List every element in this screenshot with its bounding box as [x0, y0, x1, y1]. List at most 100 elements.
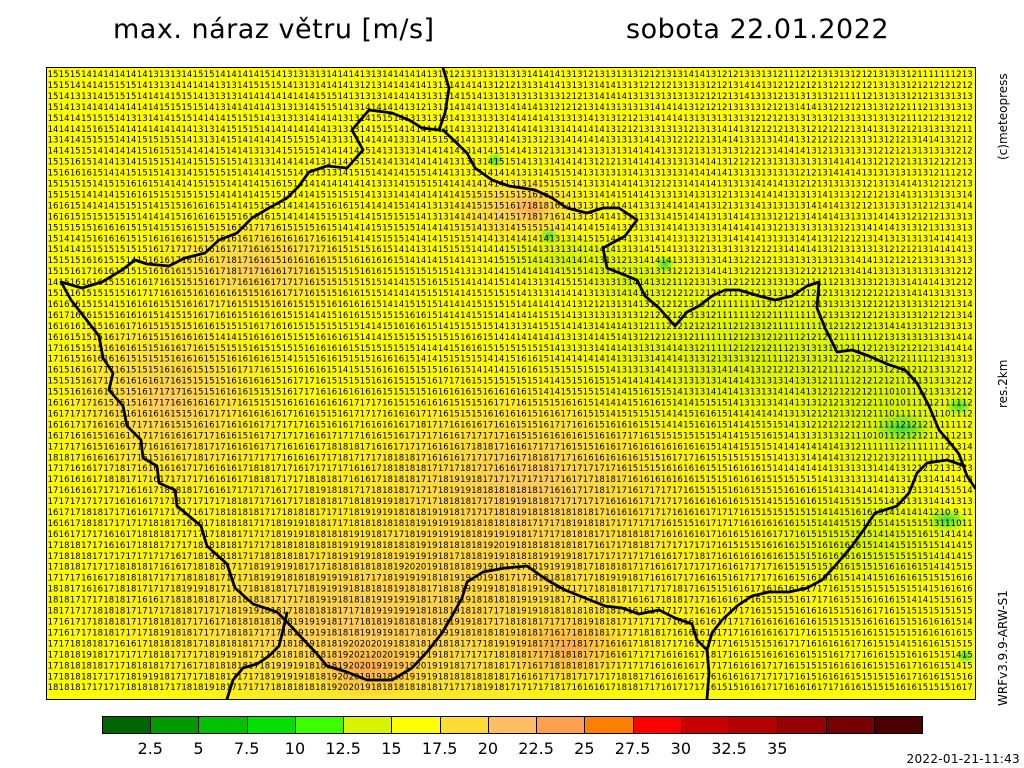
grid-value: 20 — [349, 661, 360, 671]
grid-value: 18 — [494, 497, 505, 507]
grid-value: 14 — [940, 530, 951, 540]
grid-value: 13 — [806, 344, 817, 354]
grid-value: 15 — [92, 136, 103, 146]
grid-value: 15 — [873, 585, 884, 595]
grid-value: 17 — [538, 639, 549, 649]
grid-value: 15 — [81, 344, 92, 354]
grid-value: 17 — [170, 661, 181, 671]
grid-value: 14 — [304, 212, 315, 222]
grid-value: 15 — [237, 114, 248, 124]
grid-value: 14 — [862, 256, 873, 266]
grid-value: 16 — [193, 311, 204, 321]
grid-value: 16 — [471, 420, 482, 430]
grid-value: 14 — [594, 344, 605, 354]
grid-value: 16 — [505, 442, 516, 452]
grid-value: 15 — [850, 530, 861, 540]
grid-value: 17 — [371, 453, 382, 463]
grid-value: 15 — [315, 300, 326, 310]
grid-value: 18 — [616, 672, 627, 682]
grid-value: 18 — [170, 639, 181, 649]
grid-value: 15 — [237, 344, 248, 354]
grid-value: 13 — [527, 147, 538, 157]
grid-value: 14 — [204, 147, 215, 157]
grid-value: 12 — [728, 344, 739, 354]
grid-value: 17 — [282, 475, 293, 485]
grid-value: 16 — [315, 355, 326, 365]
grid-value: 16 — [81, 256, 92, 266]
grid-value: 13 — [839, 245, 850, 255]
grid-value: 17 — [48, 497, 59, 507]
grid-value: 12 — [817, 366, 828, 376]
grid-value: 15 — [471, 388, 482, 398]
grid-value: 16 — [70, 311, 81, 321]
grid-value: 16 — [850, 552, 861, 562]
grid-value: 14 — [404, 234, 415, 244]
grid-value: 12 — [560, 92, 571, 102]
grid-value: 14 — [438, 180, 449, 190]
grid-value: 19 — [427, 552, 438, 562]
grid-value: 17 — [81, 409, 92, 419]
grid-value: 17 — [427, 431, 438, 441]
grid-value: 13 — [337, 114, 348, 124]
grid-value: 17 — [627, 431, 638, 441]
grid-value: 15 — [271, 212, 282, 222]
grid-value: 13 — [940, 125, 951, 135]
grid-value: 17 — [427, 475, 438, 485]
grid-value: 17 — [404, 486, 415, 496]
grid-value: 17 — [48, 541, 59, 551]
grid-value: 17 — [750, 585, 761, 595]
grid-value: 19 — [349, 530, 360, 540]
grid-value: 13 — [672, 377, 683, 387]
grid-value: 14 — [862, 267, 873, 277]
grid-value: 15 — [951, 618, 962, 628]
grid-value: 17 — [705, 530, 716, 540]
grid-value: 14 — [940, 563, 951, 573]
grid-value: 17 — [449, 683, 460, 693]
grid-value: 11 — [940, 399, 951, 409]
grid-value: 12 — [928, 508, 939, 518]
grid-value: 16 — [728, 574, 739, 584]
grid-value: 16 — [81, 431, 92, 441]
grid-value: 16 — [48, 333, 59, 343]
grid-value: 17 — [482, 607, 493, 617]
grid-value: 15 — [460, 322, 471, 332]
grid-value: 17 — [126, 475, 137, 485]
grid-value: 17 — [204, 453, 215, 463]
grid-value: 16 — [382, 409, 393, 419]
grid-value: 12 — [739, 333, 750, 343]
grid-value: 14 — [48, 147, 59, 157]
grid-value: 13 — [917, 497, 928, 507]
grid-value: 16 — [962, 585, 973, 595]
grid-value: 14 — [337, 223, 348, 233]
grid-value: 15 — [70, 190, 81, 200]
grid-value: 12 — [828, 333, 839, 343]
grid-value: 15 — [560, 377, 571, 387]
grid-value: 18 — [471, 541, 482, 551]
grid-value: 16 — [650, 442, 661, 452]
grid-value: 14 — [360, 190, 371, 200]
grid-value: 13 — [928, 103, 939, 113]
grid-value: 12 — [873, 344, 884, 354]
grid-value: 17 — [193, 672, 204, 682]
grid-value: 16 — [70, 289, 81, 299]
grid-value: 14 — [538, 300, 549, 310]
grid-value: 17 — [583, 672, 594, 682]
grid-value: 13 — [460, 125, 471, 135]
grid-value: 11 — [940, 70, 951, 80]
grid-value: 16 — [393, 322, 404, 332]
grid-value: 14 — [460, 256, 471, 266]
grid-value: 16 — [204, 201, 215, 211]
grid-value: 13 — [895, 81, 906, 91]
grid-value: 15 — [884, 628, 895, 638]
grid-value: 13 — [895, 464, 906, 474]
grid-value: 14 — [962, 190, 973, 200]
grid-value: 17 — [583, 475, 594, 485]
grid-value: 13 — [594, 180, 605, 190]
grid-value: 18 — [382, 563, 393, 573]
legend-swatch — [729, 716, 779, 734]
grid-value: 16 — [806, 486, 817, 496]
grid-value: 16 — [750, 607, 761, 617]
grid-value: 13 — [315, 158, 326, 168]
grid-value: 18 — [70, 541, 81, 551]
grid-value: 16 — [583, 377, 594, 387]
